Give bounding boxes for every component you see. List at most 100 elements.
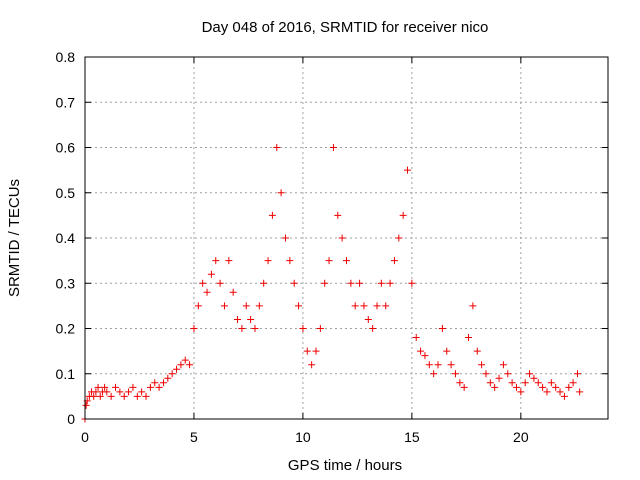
y-tick-label: 0.5 [56,185,76,201]
data-point [377,279,385,287]
data-point [569,379,577,387]
data-point [96,392,104,400]
grid-lines [85,57,608,419]
data-point [565,383,573,391]
data-point [530,374,538,382]
x-tick-label: 15 [404,429,420,445]
data-point [325,257,333,265]
data-point [539,383,547,391]
data-point [173,365,181,373]
data-point [82,401,90,409]
data-point [168,370,176,378]
data-point [281,234,289,242]
data-point [382,302,390,310]
data-point [234,315,242,323]
data-point [576,388,584,396]
x-tick-label: 10 [295,429,311,445]
data-point [116,388,124,396]
data-point [225,257,233,265]
data-point [438,325,446,332]
data-point [207,270,215,278]
data-point [482,370,490,378]
data-point [499,361,507,369]
data-point [299,325,307,332]
data-point [138,388,146,396]
data-point [216,279,224,287]
data-point [146,383,154,391]
data-point [425,361,433,369]
data-point [94,383,102,391]
x-tick-label: 5 [190,429,198,445]
data-point [404,166,412,174]
data-point [399,211,407,219]
data-point [103,388,111,396]
data-point [430,370,438,378]
data-point [321,279,329,287]
data-point [386,279,394,287]
data-point [560,392,568,400]
data-point [338,234,346,242]
y-axis-ticks: 0 0.1 0.2 0.3 0.4 0.5 0.6 0.7 0.8 [56,49,608,427]
y-tick-label: 0.4 [56,230,76,246]
data-point [517,388,525,396]
y-tick-label: 0.3 [56,275,76,291]
data-point [456,379,464,387]
data-point [369,325,377,332]
data-point [247,315,255,323]
chart-title: Day 048 of 2016, SRMTID for receiver nic… [202,19,489,36]
data-point [434,361,442,369]
data-point [526,370,534,378]
data-point [133,392,141,400]
data-point [534,379,542,387]
x-tick-label: 20 [513,429,529,445]
data-point [364,315,372,323]
y-tick-label: 0.6 [56,140,76,156]
data-point [295,302,303,310]
data-point [286,257,294,265]
data-point [495,374,503,382]
data-point [547,379,555,387]
data-point [260,279,268,287]
data-point [443,347,451,355]
data-point [373,302,381,310]
data-point [417,347,425,355]
data-point [90,392,98,400]
data-point [360,302,368,310]
data-point [486,379,494,387]
data-point [251,325,259,332]
y-tick-label: 0 [67,411,75,427]
data-point [469,302,477,310]
data-point [151,379,159,387]
data-point [142,392,150,400]
data-point [277,189,285,197]
data-point [491,383,499,391]
data-point [212,257,220,265]
data-point [351,302,359,310]
data-point [421,352,429,360]
data-point [268,211,276,219]
data-point [504,370,512,378]
data-point [334,211,342,219]
y-tick-label: 0.2 [56,321,76,337]
data-point [203,288,211,296]
data-point [159,379,167,387]
data-point [101,383,109,391]
data-point [273,144,281,151]
data-point [199,279,207,287]
data-point [347,279,355,287]
y-tick-label: 0.8 [56,49,76,65]
data-point [343,257,350,265]
data-point [308,361,316,369]
data-point [543,388,551,396]
data-point [552,383,560,391]
x-tick-label: 0 [81,429,89,445]
data-point [112,383,120,391]
data-point [255,302,263,310]
data-point [408,279,416,287]
data-point [181,356,189,364]
data-point [478,361,486,369]
y-tick-label: 0.1 [56,366,76,382]
data-point [521,379,529,387]
data-point [508,379,516,387]
